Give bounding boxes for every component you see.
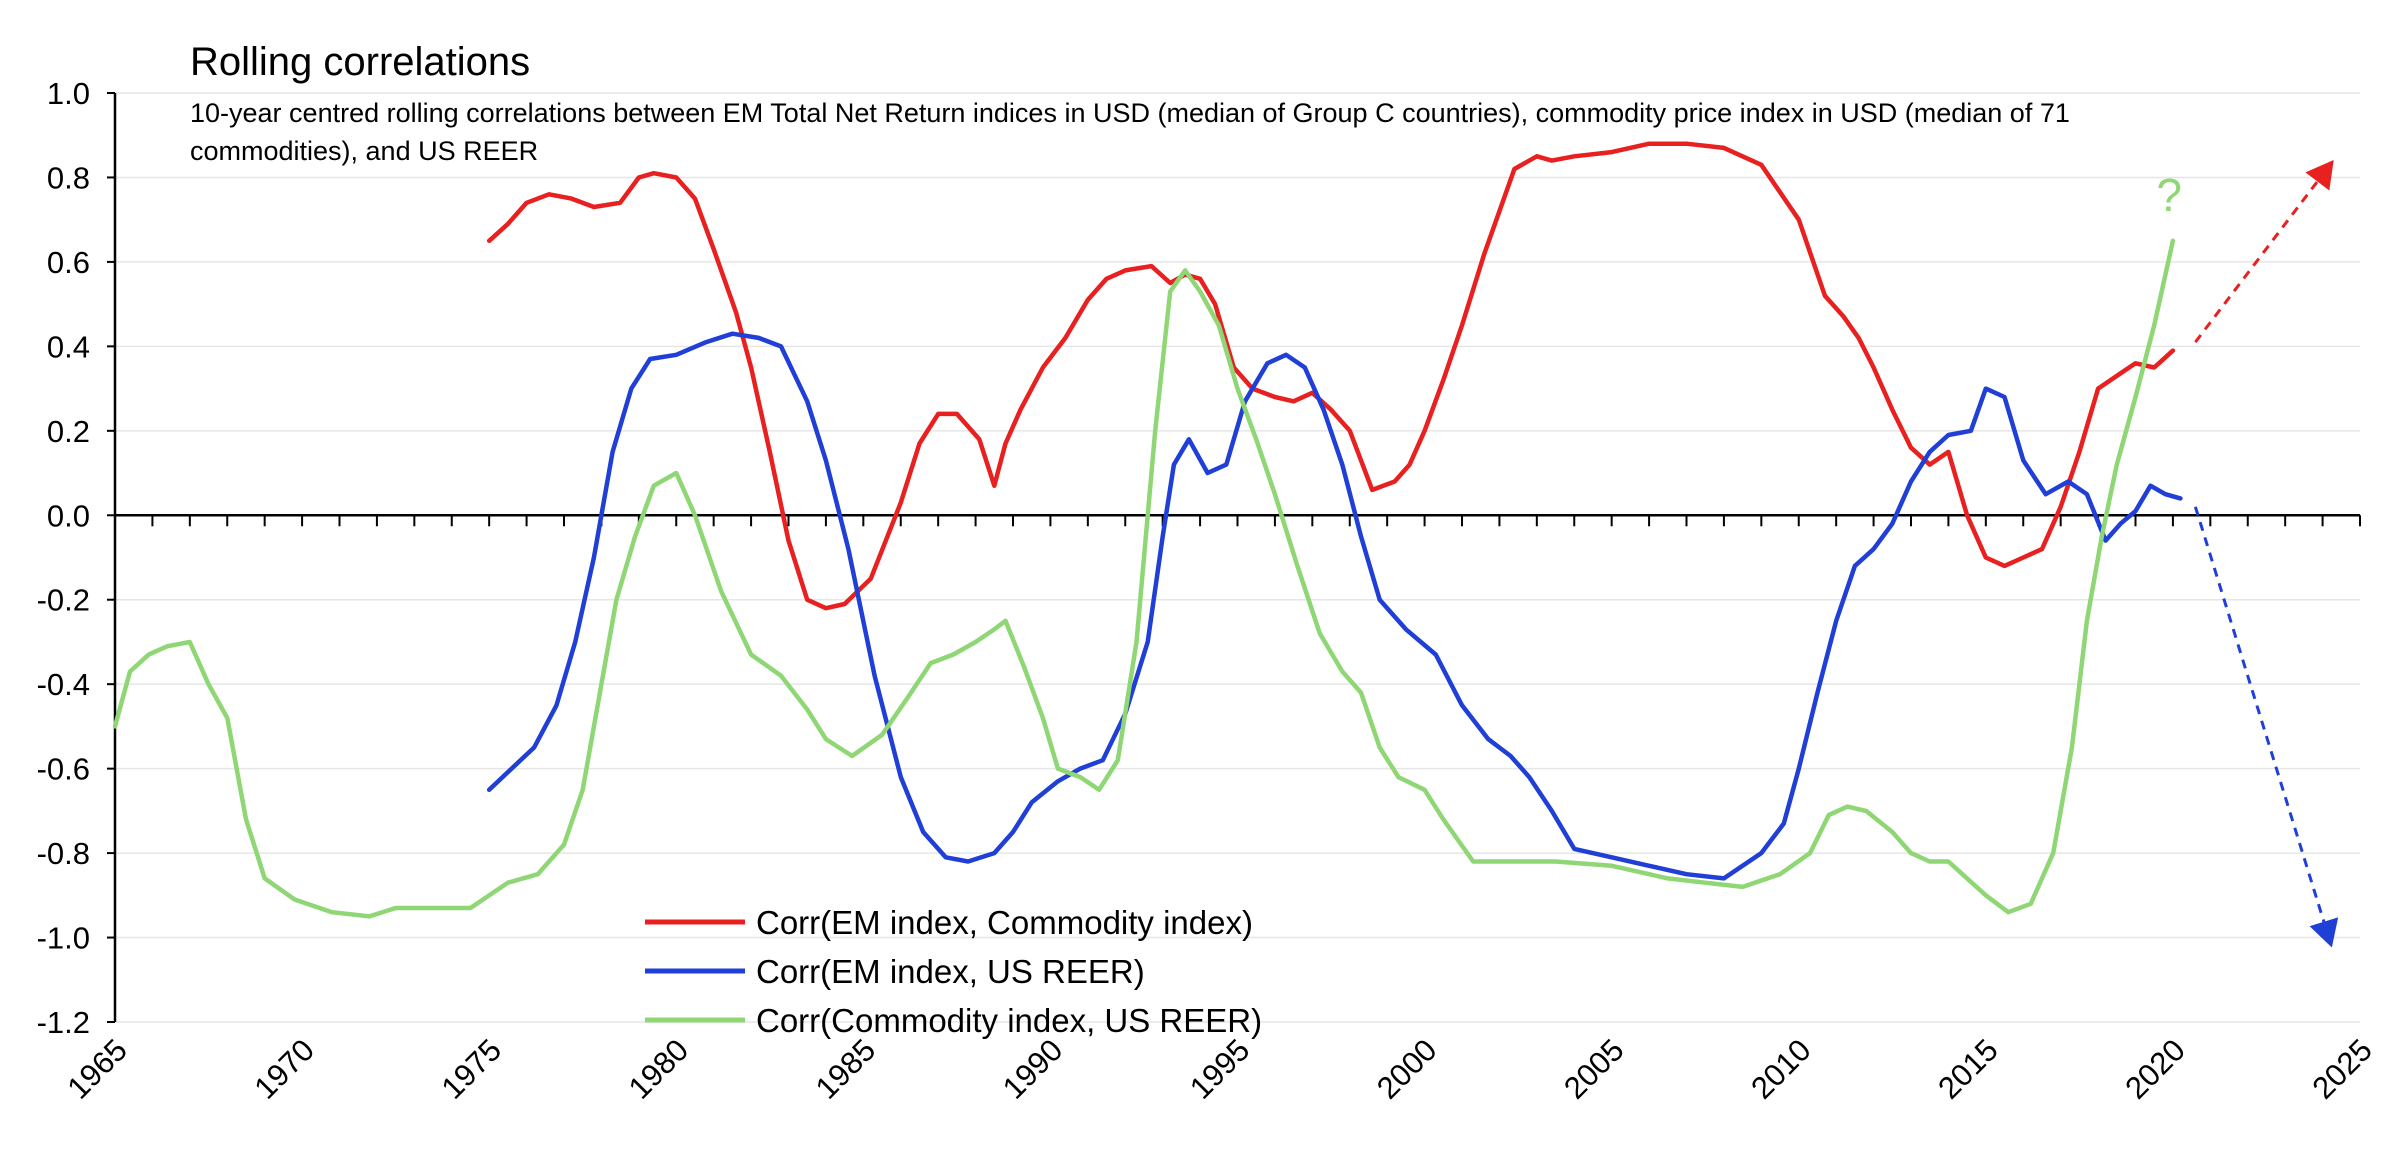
y-tick-label: 0.6 [47, 245, 90, 280]
legend-label-em-commodity: Corr(EM index, Commodity index) [756, 904, 1253, 941]
x-tick-label: 1980 [622, 1032, 696, 1106]
dashed-arrow-up-red [2194, 160, 2334, 344]
x-tick-label: 2005 [1557, 1032, 1631, 1106]
y-tick-label: 0.2 [47, 414, 90, 449]
x-tick-label: 1990 [996, 1032, 1070, 1106]
series-line-em-reer [486, 331, 2183, 881]
x-tick-label: 1965 [60, 1032, 134, 1106]
tick-labels: 1.0 0.8 0.6 0.4 0.2 0.0 -0.2 -0.4 -0.6 -0.8 -1.0 -1… [37, 76, 2379, 1106]
axes [107, 92, 2361, 1023]
y-tick-label: 0.0 [47, 498, 90, 533]
x-tick-label: 2010 [1744, 1032, 1818, 1106]
series-line-commodity-reer [112, 238, 2176, 919]
y-tick-label: -1.0 [37, 921, 90, 956]
x-tick-label: 2020 [2118, 1032, 2192, 1106]
x-tick-label: 1985 [809, 1032, 883, 1106]
y-tick-label: -0.4 [37, 667, 90, 702]
y-tick-label: 0.4 [47, 329, 90, 364]
chart-subtitle-line-1: 10-year centred rolling correlations bet… [190, 98, 2070, 128]
y-tick-label: 1.0 [47, 76, 90, 111]
y-tick-label: -0.2 [37, 583, 90, 618]
annotations: ? [2156, 160, 2339, 948]
legend-label-em-reer: Corr(EM index, US REER) [756, 953, 1145, 990]
x-tick-label: 2000 [1370, 1032, 1444, 1106]
chart-title: Rolling correlations [190, 40, 530, 84]
legend: Corr(EM index, Commodity index) Corr(EM … [645, 904, 1262, 1039]
chart-subtitle-line-2: commodities), and US REER [190, 136, 538, 166]
x-tick-label: 1975 [435, 1032, 509, 1106]
dashed-arrow-down-blue [2193, 506, 2339, 948]
series-lines [112, 141, 2183, 919]
x-tick-label: 2015 [1931, 1032, 2005, 1106]
question-mark-annotation: ? [2156, 169, 2182, 221]
x-tick-label: 1995 [1183, 1032, 1257, 1106]
y-tick-label: -0.8 [37, 836, 90, 871]
y-tick-label: -0.6 [37, 752, 90, 787]
series-line-em-commodity [486, 141, 2176, 611]
y-tick-label: -1.2 [37, 1005, 90, 1040]
y-tick-label: 0.8 [47, 160, 90, 195]
x-tick-label: 1970 [248, 1032, 322, 1106]
legend-label-commodity-reer: Corr(Commodity index, US REER) [756, 1002, 1262, 1039]
x-tick-label: 2025 [2305, 1032, 2379, 1106]
